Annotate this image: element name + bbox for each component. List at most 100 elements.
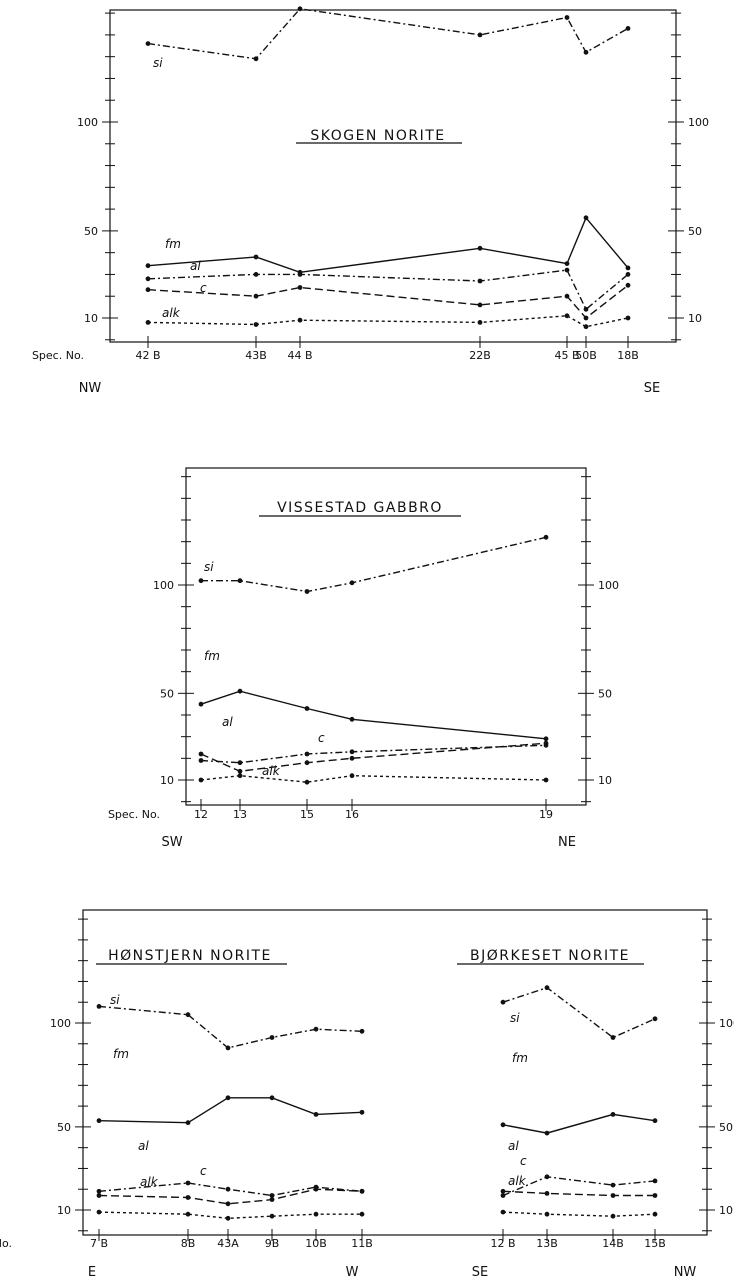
data-point-al bbox=[625, 272, 631, 277]
series-line-si bbox=[502, 986, 656, 1039]
y-tick-label-left: 100 bbox=[153, 579, 174, 592]
y-tick-label-left: 100 bbox=[77, 116, 98, 129]
data-point-si bbox=[610, 1035, 616, 1040]
x-tick-label: 16 bbox=[345, 808, 359, 821]
data-point-fm bbox=[253, 254, 259, 260]
series-line-c bbox=[98, 1188, 363, 1205]
data-point-c bbox=[185, 1195, 191, 1200]
series-label-alk: alk bbox=[162, 306, 181, 320]
x-tick-label: 15 bbox=[300, 808, 314, 821]
data-point-c bbox=[652, 1193, 658, 1198]
data-point-si bbox=[304, 589, 310, 594]
data-point-c bbox=[297, 285, 303, 290]
data-point-c bbox=[253, 293, 259, 299]
data-point-al bbox=[225, 1186, 231, 1192]
data-point-al bbox=[253, 272, 259, 277]
data-point-c bbox=[349, 755, 355, 761]
data-point-si bbox=[237, 578, 243, 584]
data-point-c bbox=[145, 287, 151, 293]
data-point-si bbox=[253, 56, 259, 62]
x-tick-label: 50B bbox=[575, 349, 597, 362]
data-point-al bbox=[304, 751, 310, 757]
data-point-al bbox=[500, 1193, 506, 1198]
series-line-c bbox=[147, 284, 629, 319]
series-label-si: si bbox=[110, 993, 120, 1007]
chart-title: HØNSTJERN NORITE bbox=[108, 948, 272, 964]
series-line-c bbox=[502, 1190, 655, 1197]
series-line-fm bbox=[200, 690, 547, 740]
data-point-fm bbox=[543, 736, 549, 742]
data-point-fm bbox=[269, 1095, 275, 1101]
y-tick-label-right: 50 bbox=[719, 1121, 733, 1134]
y-tick-label-left: 10 bbox=[160, 774, 174, 787]
data-point-si bbox=[500, 999, 506, 1005]
x-tick-label: 43B bbox=[245, 349, 267, 362]
data-point-c bbox=[477, 302, 483, 308]
series-line-alk bbox=[502, 1211, 656, 1217]
data-point-al bbox=[652, 1178, 658, 1184]
chart-title: SKOGEN NORITE bbox=[310, 128, 445, 144]
data-point-alk bbox=[544, 1211, 550, 1217]
data-point-c bbox=[198, 751, 204, 757]
y-tick-label-right: 10 bbox=[719, 1204, 733, 1217]
data-point-si bbox=[544, 985, 550, 991]
x-tick-label: 45 B bbox=[554, 349, 579, 362]
series-label-c: c bbox=[200, 1164, 207, 1178]
chart-frame bbox=[109, 9, 677, 343]
x-tick-label: 10B bbox=[305, 1237, 327, 1250]
series-line-al bbox=[147, 269, 629, 311]
data-point-si bbox=[359, 1028, 365, 1034]
data-point-si bbox=[349, 580, 355, 586]
series-label-alk: alk bbox=[508, 1174, 527, 1188]
x-tick-label: 13 bbox=[233, 808, 247, 821]
data-point-c bbox=[625, 282, 631, 288]
data-point-alk bbox=[253, 322, 259, 327]
series-label-c: c bbox=[520, 1154, 527, 1168]
data-point-fm bbox=[564, 261, 570, 266]
x-tick-label: 8B bbox=[181, 1237, 196, 1250]
data-point-alk bbox=[583, 324, 589, 330]
data-point-al bbox=[610, 1182, 616, 1188]
data-point-fm bbox=[304, 706, 310, 711]
data-point-si bbox=[625, 26, 631, 31]
y-tick-label-left: 50 bbox=[160, 687, 174, 700]
data-point-si bbox=[543, 534, 549, 540]
data-point-alk bbox=[477, 320, 483, 325]
data-point-al bbox=[96, 1188, 102, 1194]
x-tick-label: 42 B bbox=[135, 349, 160, 362]
data-point-alk bbox=[198, 777, 204, 783]
direction-label-end: W bbox=[346, 1265, 359, 1280]
data-point-si bbox=[269, 1035, 275, 1040]
series-label-al: al bbox=[508, 1139, 519, 1153]
y-tick-label-left: 10 bbox=[84, 312, 98, 325]
x-tick-label: 12 bbox=[194, 808, 208, 821]
data-point-al bbox=[544, 1174, 550, 1180]
data-point-fm bbox=[359, 1109, 365, 1115]
data-point-al bbox=[237, 760, 243, 766]
data-point-si bbox=[198, 578, 204, 584]
data-point-c bbox=[543, 740, 549, 746]
series-line-al bbox=[200, 744, 547, 764]
direction-label-end: NW bbox=[674, 1265, 697, 1280]
y-tick-label-right: 10 bbox=[688, 312, 702, 325]
series-label-si: si bbox=[204, 560, 214, 574]
data-point-si bbox=[297, 6, 303, 12]
data-point-alk bbox=[500, 1209, 506, 1215]
data-point-fm bbox=[500, 1122, 506, 1128]
series-label-c: c bbox=[200, 281, 207, 295]
data-point-c bbox=[544, 1191, 550, 1196]
data-point-alk bbox=[225, 1215, 231, 1221]
direction-label-start: NW bbox=[79, 381, 102, 396]
series-line-alk bbox=[147, 315, 629, 328]
data-point-si bbox=[225, 1045, 231, 1051]
data-point-c bbox=[304, 760, 310, 766]
series-label-fm: fm bbox=[113, 1047, 129, 1061]
data-point-alk bbox=[349, 773, 355, 779]
direction-label-start: SW bbox=[161, 835, 182, 850]
data-point-c bbox=[237, 768, 243, 774]
data-point-alk bbox=[543, 777, 549, 783]
y-tick-label-right: 100 bbox=[598, 579, 619, 592]
series-line-al bbox=[98, 1182, 363, 1197]
series-line-al bbox=[502, 1176, 656, 1197]
y-tick-label-left: 100 bbox=[50, 1017, 71, 1030]
